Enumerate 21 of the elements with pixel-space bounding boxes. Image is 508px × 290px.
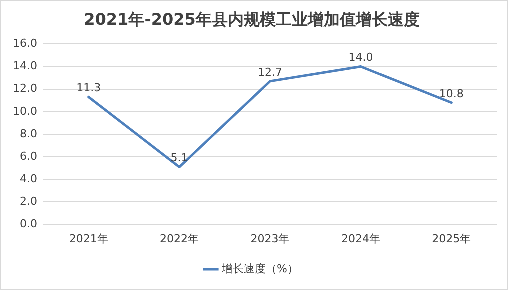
chart-title: 2021年-2025年县内规模工业增加值增长速度 xyxy=(84,10,420,29)
data-label: 5.1 xyxy=(170,152,188,165)
data-label: 14.0 xyxy=(348,51,374,64)
x-tick-label: 2024年 xyxy=(341,232,380,246)
y-tick-label: 8.0 xyxy=(20,127,38,140)
x-tick-label: 2023年 xyxy=(250,232,290,246)
x-tick-label: 2021年 xyxy=(69,232,108,246)
y-tick-label: 0.0 xyxy=(20,218,38,231)
y-tick-label: 2.0 xyxy=(20,195,38,208)
y-tick-label: 16.0 xyxy=(12,37,38,50)
y-tick-label: 12.0 xyxy=(12,82,38,96)
y-tick-label: 6.0 xyxy=(20,150,38,163)
data-label: 11.3 xyxy=(76,82,102,95)
data-label: 10.8 xyxy=(439,87,464,100)
y-tick-label: 4.0 xyxy=(20,172,38,186)
x-tick-label: 2022年 xyxy=(160,232,200,246)
y-tick-label: 10.0 xyxy=(12,104,38,118)
legend-label: 增长速度（%） xyxy=(221,262,298,276)
x-tick-label: 2025年 xyxy=(432,232,472,246)
data-label: 12.7 xyxy=(258,66,282,79)
y-tick-label: 14.0 xyxy=(12,60,38,73)
